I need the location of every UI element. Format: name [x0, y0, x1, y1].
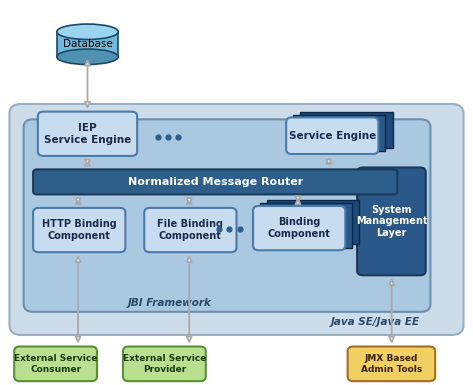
Bar	[57, 32, 118, 57]
FancyBboxPatch shape	[286, 117, 378, 154]
FancyBboxPatch shape	[144, 208, 236, 252]
FancyBboxPatch shape	[14, 346, 97, 381]
FancyBboxPatch shape	[38, 112, 137, 156]
FancyBboxPatch shape	[123, 346, 206, 381]
Bar	[260, 203, 352, 248]
Text: Binding
Component: Binding Component	[268, 217, 331, 239]
Text: Database: Database	[62, 39, 113, 49]
FancyBboxPatch shape	[348, 346, 435, 381]
Text: JBI Framework: JBI Framework	[128, 298, 211, 308]
Bar	[293, 115, 385, 151]
Text: JMX Based
Admin Tools: JMX Based Admin Tools	[361, 354, 422, 373]
Text: Java SE/Java EE: Java SE/Java EE	[331, 317, 420, 327]
Text: IEP
Service Engine: IEP Service Engine	[44, 123, 131, 145]
FancyBboxPatch shape	[357, 167, 426, 275]
FancyBboxPatch shape	[33, 169, 397, 194]
Ellipse shape	[57, 49, 118, 65]
Text: System
Management
Layer: System Management Layer	[356, 205, 427, 238]
Text: HTTP Binding
Component: HTTP Binding Component	[42, 219, 117, 241]
Text: File Binding
Component: File Binding Component	[158, 219, 223, 241]
FancyBboxPatch shape	[24, 119, 430, 312]
FancyBboxPatch shape	[33, 208, 125, 252]
Text: Service Engine: Service Engine	[289, 131, 376, 141]
Bar	[300, 112, 393, 148]
FancyBboxPatch shape	[9, 104, 464, 335]
Bar	[267, 200, 359, 244]
Text: Normalized Message Router: Normalized Message Router	[128, 177, 303, 187]
FancyBboxPatch shape	[253, 206, 345, 250]
Ellipse shape	[57, 24, 118, 40]
Text: External Service
Provider: External Service Provider	[123, 354, 206, 373]
Text: External Service
Consumer: External Service Consumer	[14, 354, 97, 373]
